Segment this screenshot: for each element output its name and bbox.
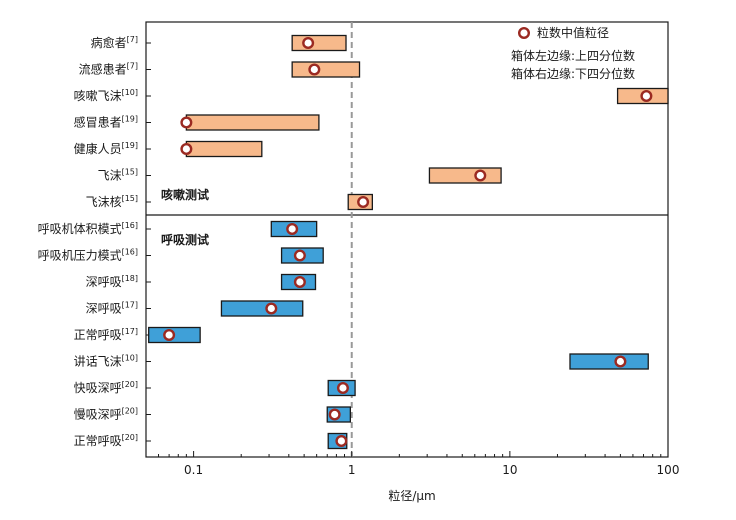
- category-name: 呼吸机压力模式: [38, 249, 122, 263]
- category-name: 慢吸深呼: [74, 408, 122, 422]
- category-ref: [15]: [122, 168, 138, 177]
- category-name: 健康人员: [74, 141, 122, 156]
- median-marker: [293, 276, 306, 289]
- x-tick-label: 0.1: [184, 463, 203, 477]
- category-label: 健康人员[19]: [74, 141, 138, 156]
- category-ref: [10]: [122, 88, 138, 97]
- x-tick-label: 100: [657, 463, 680, 477]
- category-name: 深呼吸: [86, 275, 122, 289]
- category-name: 飞沫: [98, 169, 122, 183]
- category-label: 飞沫核[15]: [86, 194, 138, 209]
- range-box: [569, 353, 649, 370]
- category-name: 飞沫核: [86, 195, 122, 209]
- category-name: 快吸深呼: [74, 381, 122, 395]
- category-name: 讲话飞沫: [74, 354, 122, 369]
- category-label: 深呼吸[18]: [86, 274, 138, 289]
- median-marker: [335, 435, 348, 448]
- median-marker: [293, 249, 306, 262]
- median-marker: [336, 382, 349, 395]
- category-label: 讲话飞沫[10]: [74, 354, 138, 369]
- category-label: 呼吸机压力模式[16]: [38, 248, 138, 263]
- legend-note: 箱体右边缘:下四分位数: [511, 66, 635, 81]
- group-label-breath: 呼吸测试: [161, 232, 209, 247]
- median-marker: [302, 37, 315, 50]
- category-ref: [17]: [122, 327, 138, 336]
- median-marker: [286, 222, 299, 235]
- category-ref: [20]: [122, 433, 138, 442]
- median-marker: [180, 116, 193, 129]
- category-ref: [16]: [122, 221, 138, 230]
- category-label: 病愈者[7]: [91, 35, 138, 50]
- category-ref: [19]: [122, 141, 138, 150]
- legend-marker-label: 粒数中值粒径: [537, 25, 609, 40]
- median-marker: [328, 408, 341, 421]
- range-box: [291, 34, 347, 52]
- median-marker: [614, 355, 627, 368]
- median-marker: [163, 329, 176, 342]
- category-ref: [20]: [122, 380, 138, 389]
- category-label: 感冒患者[19]: [74, 115, 138, 130]
- median-marker: [308, 63, 321, 76]
- category-ref: [18]: [122, 274, 138, 283]
- group-label-cough: 咳嗽测试: [161, 187, 209, 202]
- category-label: 深呼吸[17]: [86, 301, 138, 316]
- category-ref: [19]: [122, 115, 138, 124]
- category-ref: [17]: [122, 301, 138, 310]
- category-label: 飞沫[15]: [98, 168, 138, 183]
- range-box: [220, 300, 304, 317]
- category-label: 呼吸机体积模式[16]: [38, 221, 138, 236]
- x-axis-label: 粒径/μm: [388, 488, 435, 503]
- range-box: [428, 167, 502, 184]
- median-marker: [357, 195, 370, 208]
- category-name: 咳嗽飞沫: [74, 89, 122, 103]
- category-label: 正常呼吸[17]: [74, 327, 138, 342]
- median-marker: [180, 142, 193, 155]
- category-ref: [10]: [122, 354, 138, 363]
- x-tick-label: 1: [348, 463, 356, 477]
- plot-frame: [145, 21, 669, 458]
- median-marker: [265, 302, 278, 315]
- category-ref: [20]: [122, 407, 138, 416]
- category-name: 深呼吸: [86, 302, 122, 316]
- x-tick-label: 10: [502, 463, 517, 477]
- category-ref: [7]: [127, 35, 138, 44]
- category-name: 流感患者: [79, 62, 127, 77]
- category-ref: [15]: [122, 194, 138, 203]
- legend-note: 箱体左边缘:上四分位数: [511, 48, 635, 63]
- category-name: 病愈者: [91, 35, 127, 50]
- median-marker: [640, 89, 653, 102]
- category-label: 流感患者[7]: [79, 62, 138, 77]
- category-name: 感冒患者: [74, 115, 122, 130]
- plot-area: 0.1 1 10 100粒径/μm病愈者[7]流感患者[7]咳嗽飞沫[10]感冒患者[…: [38, 21, 680, 503]
- legend-marker: [518, 27, 531, 40]
- category-label: 正常呼吸[20]: [74, 433, 138, 448]
- category-ref: [16]: [122, 248, 138, 257]
- range-box: [185, 140, 263, 158]
- category-label: 慢吸深呼[20]: [74, 407, 138, 422]
- median-marker: [474, 169, 487, 182]
- range-box: [185, 114, 320, 131]
- range-box: [291, 61, 361, 78]
- category-name: 呼吸机体积模式: [38, 222, 122, 236]
- category-label: 快吸深呼[20]: [74, 380, 138, 395]
- category-ref: [7]: [127, 62, 138, 71]
- category-name: 正常呼吸: [74, 328, 122, 342]
- category-label: 咳嗽飞沫[10]: [74, 88, 138, 103]
- category-name: 正常呼吸: [74, 434, 122, 448]
